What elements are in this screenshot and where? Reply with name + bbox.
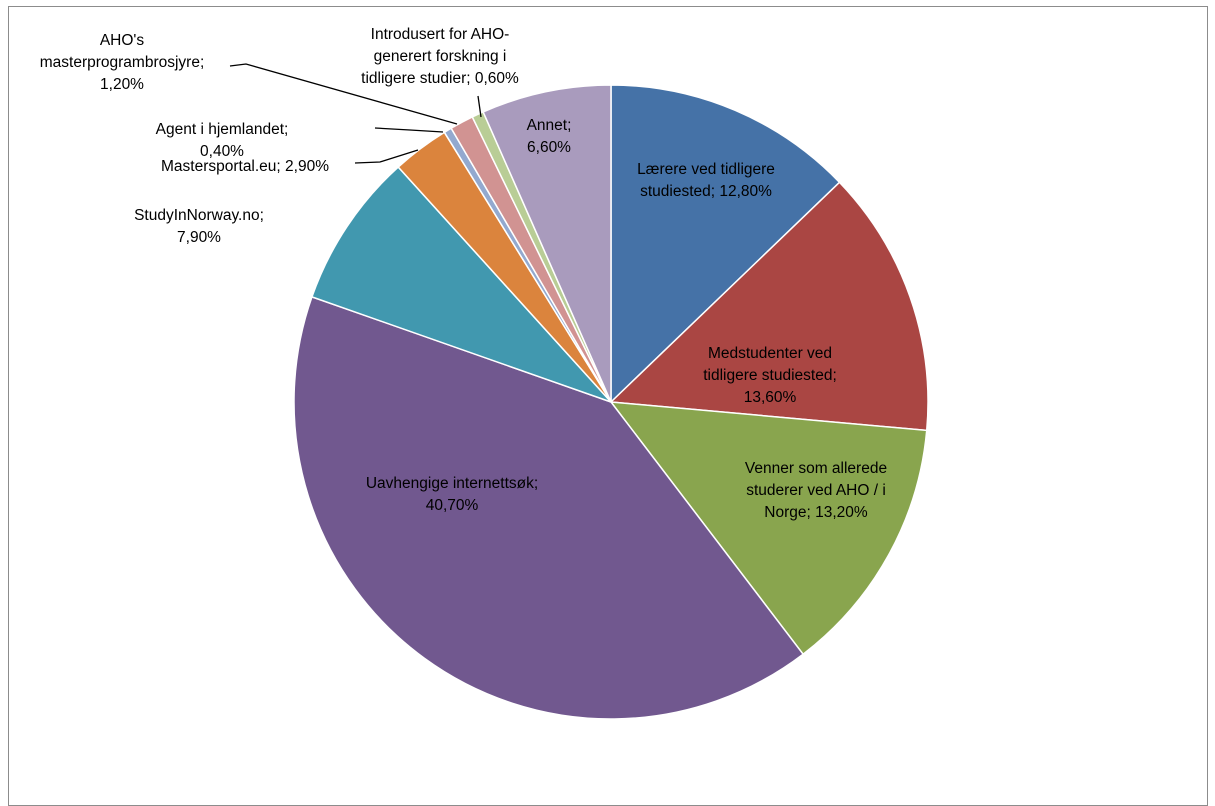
pie-slice-3 bbox=[609, 401, 928, 656]
data-label-7-line-1: Agent i hjemlandet; bbox=[156, 121, 289, 138]
data-label-1-line-2: studiested; 12,80% bbox=[640, 183, 772, 200]
pie-slice-5 bbox=[310, 165, 612, 403]
data-label-7-line-2: 0,40% bbox=[200, 143, 244, 160]
data-label-3-line-3: Norge; 13,20% bbox=[764, 504, 868, 521]
pie-slice-1 bbox=[610, 84, 841, 404]
data-label-6-line-1: Mastersportal.eu; 2,90% bbox=[161, 158, 329, 175]
data-label-5-line-1: StudyInNorway.no; bbox=[134, 207, 264, 224]
data-label-4-line-1: Uavhengige internettsøk; bbox=[366, 475, 538, 492]
pie-slice-4 bbox=[293, 295, 805, 720]
data-label-3-line-1: Venner som allerede bbox=[745, 460, 887, 477]
data-label-9-line-1: Introdusert for AHO- bbox=[371, 26, 510, 43]
pie-chart: Lærere ved tidligere studiested; 12,80% Me… bbox=[40, 26, 929, 720]
data-label-8-line-2: masterprogrambrosjyre; bbox=[40, 54, 205, 71]
pie-slice-2 bbox=[609, 181, 929, 432]
pie-slice-10 bbox=[482, 84, 612, 403]
leader-line-6 bbox=[354, 149, 419, 164]
data-label-2-line-2: tidligere studiested; bbox=[703, 367, 837, 384]
data-label-8-line-1: AHO's bbox=[100, 32, 145, 49]
data-label-8-line-3: 1,20% bbox=[100, 76, 144, 93]
leader-line-8 bbox=[229, 63, 458, 125]
data-label-5-line-2: 7,90% bbox=[177, 229, 221, 246]
data-label-2-line-1: Medstudenter ved bbox=[708, 345, 832, 362]
data-label-10-line-1: Annet; bbox=[527, 117, 572, 134]
leader-line-9 bbox=[477, 95, 482, 118]
data-label-2-line-3: 13,60% bbox=[744, 389, 797, 406]
leader-line-7 bbox=[374, 127, 444, 133]
data-label-3-line-2: studerer ved AHO / i bbox=[746, 482, 886, 499]
data-label-10-line-2: 6,60% bbox=[527, 139, 571, 156]
data-label-9-line-2: generert forskning i bbox=[374, 48, 507, 65]
data-label-9-line-3: tidligere studier; 0,60% bbox=[361, 70, 519, 87]
data-label-4-line-2: 40,70% bbox=[426, 497, 479, 514]
data-label-1-line-1: Lærere ved tidligere bbox=[637, 161, 775, 178]
